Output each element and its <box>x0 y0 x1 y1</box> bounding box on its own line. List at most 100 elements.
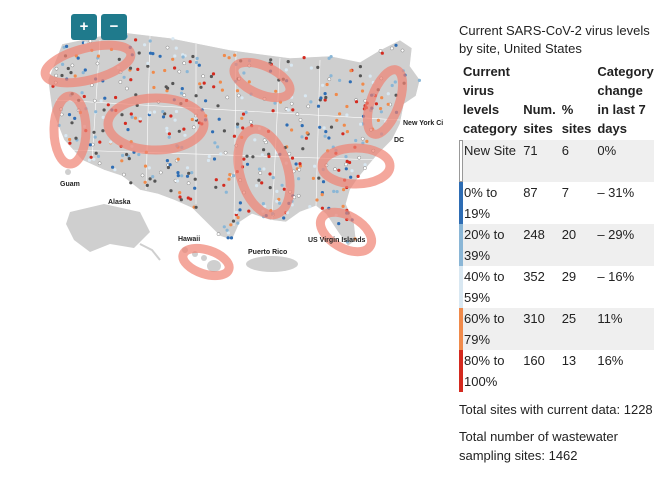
site-dot[interactable] <box>194 60 199 65</box>
site-dot[interactable] <box>101 129 105 133</box>
site-dot[interactable] <box>54 66 59 71</box>
site-dot[interactable] <box>101 115 105 119</box>
site-dot[interactable] <box>93 135 97 139</box>
site-dot[interactable] <box>332 189 336 193</box>
site-dot[interactable] <box>98 140 102 144</box>
site-dot[interactable] <box>294 162 298 166</box>
site-dot[interactable] <box>161 115 166 119</box>
site-dot[interactable] <box>305 131 309 135</box>
site-dot[interactable] <box>285 123 289 127</box>
site-dot[interactable] <box>357 155 362 160</box>
site-dot[interactable] <box>356 174 360 178</box>
site-dot[interactable] <box>238 201 242 205</box>
site-dot[interactable] <box>323 98 327 102</box>
site-dot[interactable] <box>73 116 77 120</box>
site-dot[interactable] <box>70 121 74 125</box>
site-dot[interactable] <box>165 129 169 133</box>
site-dot[interactable] <box>236 215 240 220</box>
site-dot[interactable] <box>236 93 241 98</box>
site-dot[interactable] <box>143 164 148 168</box>
site-dot[interactable] <box>140 173 145 178</box>
site-dot[interactable] <box>321 180 326 184</box>
site-dot[interactable] <box>197 63 201 67</box>
site-dot[interactable] <box>275 189 279 193</box>
site-dot[interactable] <box>348 80 352 84</box>
site-dot[interactable] <box>158 170 163 175</box>
site-dot[interactable] <box>111 165 115 169</box>
site-dot[interactable] <box>121 153 125 158</box>
site-dot[interactable] <box>231 219 236 223</box>
site-dot[interactable] <box>190 171 194 175</box>
site-dot[interactable] <box>151 175 155 179</box>
site-dot[interactable] <box>189 197 193 201</box>
site-dot[interactable] <box>268 172 272 176</box>
site-dot[interactable] <box>325 82 329 87</box>
site-dot[interactable] <box>306 104 311 109</box>
site-dot[interactable] <box>342 188 346 192</box>
site-dot[interactable] <box>137 51 141 55</box>
site-dot[interactable] <box>148 51 153 55</box>
site-dot[interactable] <box>146 64 150 68</box>
site-dot[interactable] <box>282 187 286 191</box>
site-dot[interactable] <box>125 152 129 157</box>
site-dot[interactable] <box>136 67 140 71</box>
site-dot[interactable] <box>380 51 384 55</box>
site-dot[interactable] <box>341 204 345 208</box>
site-dot[interactable] <box>257 178 261 182</box>
site-dot[interactable] <box>244 110 248 114</box>
site-dot[interactable] <box>260 153 264 157</box>
site-dot[interactable] <box>311 176 315 180</box>
site-dot[interactable] <box>81 71 85 75</box>
site-dot[interactable] <box>247 80 251 84</box>
site-dot[interactable] <box>99 99 103 103</box>
site-dot[interactable] <box>165 45 170 50</box>
site-dot[interactable] <box>284 68 288 72</box>
site-dot[interactable] <box>175 179 180 183</box>
site-dot[interactable] <box>360 89 365 93</box>
site-dot[interactable] <box>309 66 313 70</box>
site-dot[interactable] <box>82 94 86 99</box>
site-dot[interactable] <box>216 232 221 236</box>
site-dot[interactable] <box>143 180 147 184</box>
site-dot[interactable] <box>354 138 358 143</box>
site-dot[interactable] <box>268 186 272 190</box>
site-dot[interactable] <box>195 56 199 61</box>
site-dot[interactable] <box>92 157 96 161</box>
site-dot[interactable] <box>167 135 171 139</box>
site-dot[interactable] <box>165 126 169 130</box>
site-dot[interactable] <box>245 154 249 158</box>
site-dot[interactable] <box>158 54 162 58</box>
site-dot[interactable] <box>171 57 175 61</box>
site-dot[interactable] <box>344 167 348 171</box>
site-dot[interactable] <box>327 136 331 140</box>
site-dot[interactable] <box>198 82 202 86</box>
site-dot[interactable] <box>54 73 58 78</box>
site-dot[interactable] <box>191 125 196 130</box>
site-dot[interactable] <box>129 78 133 82</box>
site-dot[interactable] <box>298 118 303 122</box>
site-dot[interactable] <box>74 136 78 140</box>
site-dot[interactable] <box>214 185 218 189</box>
site-dot[interactable] <box>269 58 273 62</box>
site-dot[interactable] <box>390 83 394 88</box>
site-dot[interactable] <box>176 171 180 175</box>
site-dot[interactable] <box>143 43 147 47</box>
site-dot[interactable] <box>222 183 226 187</box>
site-dot[interactable] <box>212 157 217 161</box>
site-dot[interactable] <box>267 154 271 159</box>
site-dot[interactable] <box>148 111 152 115</box>
site-dot[interactable] <box>213 141 217 145</box>
site-dot[interactable] <box>223 150 228 155</box>
site-dot[interactable] <box>261 202 265 206</box>
site-dot[interactable] <box>179 91 184 95</box>
site-dot[interactable] <box>96 54 100 58</box>
site-dot[interactable] <box>365 139 369 143</box>
site-dot[interactable] <box>316 104 321 108</box>
site-dot[interactable] <box>345 240 350 244</box>
site-dot[interactable] <box>348 160 352 165</box>
site-dot[interactable] <box>153 179 157 183</box>
site-dot[interactable] <box>113 168 117 172</box>
site-dot[interactable] <box>66 66 70 71</box>
site-dot[interactable] <box>179 198 183 202</box>
site-dot[interactable] <box>129 181 133 185</box>
